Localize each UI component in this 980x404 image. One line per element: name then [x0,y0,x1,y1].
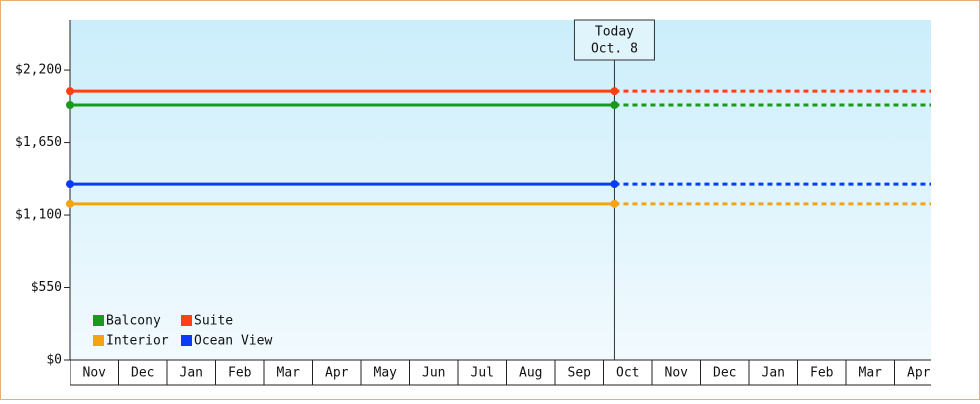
x-tick-label: Dec [131,366,154,381]
point [610,101,619,109]
point [66,101,74,109]
point [66,87,74,96]
x-tick-label: Dec [713,366,736,381]
y-tick-label: $1,100 [15,208,62,223]
x-tick-label: Jan [762,366,785,381]
x-tick-label: Mar [277,366,301,381]
x-tick-label: May [374,366,398,381]
point [610,87,619,96]
x-cell [166,360,216,386]
legend-swatch [93,315,104,326]
plot-area [70,20,931,360]
legend-swatch [181,315,192,326]
x-tick-label: Jun [422,366,445,381]
x-tick-label: Jan [180,366,203,381]
x-tick-label: Apr [907,366,931,381]
point [66,180,74,189]
y-tick-label: $2,200 [15,63,62,78]
x-tick-label: Feb [228,366,252,381]
today-title: Today [595,25,634,40]
legend-label: Balcony [106,314,161,329]
y-tick-label: $0 [46,353,62,368]
x-cell [554,360,604,386]
legend-swatch [181,335,192,346]
legend-label: Interior [106,334,169,349]
x-tick-label: Feb [810,366,834,381]
x-tick-label: Nov [665,366,689,381]
point [66,199,74,208]
x-tick-label: Nov [83,366,107,381]
x-tick-label: Oct [616,366,639,381]
point [610,199,619,208]
x-tick-label: Jul [471,366,494,381]
legend-label: Ocean View [194,334,272,349]
x-cell [894,360,931,386]
legend-label: Suite [194,314,233,329]
today-date: Oct. 8 [591,42,638,57]
y-tick-label: $550 [31,280,62,295]
x-tick-label: Apr [325,366,349,381]
legend-swatch [93,335,104,346]
x-tick-label: Mar [859,366,883,381]
today-box [573,19,655,61]
y-tick-label: $1,650 [15,135,62,150]
x-cell [651,360,701,386]
x-cell [506,360,556,386]
x-tick-label: Sep [568,366,592,381]
point [610,180,619,189]
x-axis: Nov Dec Jan Feb Mar Apr May Jun Jul Aug Sep Oct Nov D… [70,360,931,386]
x-tick-label: Aug [519,366,542,381]
